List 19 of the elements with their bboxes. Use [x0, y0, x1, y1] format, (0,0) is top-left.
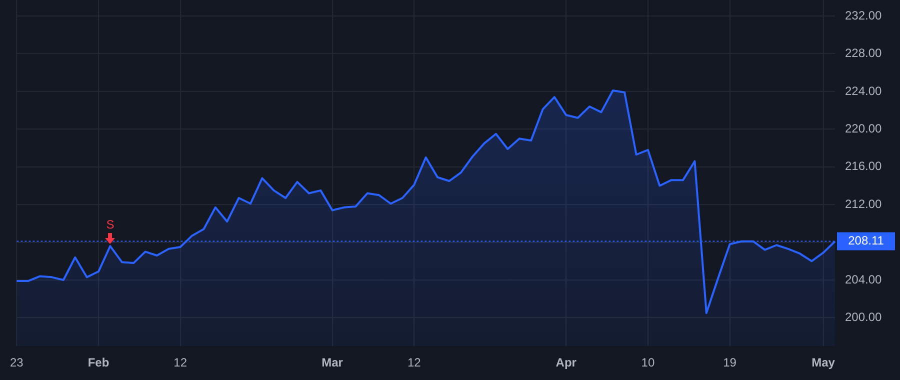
y-tick-label: 224.00: [845, 84, 882, 98]
x-tick-label: Mar: [322, 356, 344, 370]
y-tick-label: 220.00: [845, 121, 882, 136]
y-tick-label: 204.00: [845, 272, 882, 286]
x-tick-label: Apr: [556, 356, 577, 370]
x-tick-label: 23: [10, 356, 24, 370]
y-tick-label: 228.00: [845, 46, 882, 60]
y-tick-label: 212.00: [845, 196, 882, 211]
ref-line-label: 208.11: [848, 234, 884, 248]
x-tick-label: 12: [174, 356, 188, 370]
y-tick-label: 200.00: [845, 310, 882, 324]
x-tick-label: 10: [641, 356, 655, 370]
y-tick-label: 216.00: [845, 159, 882, 174]
x-tick-label: May: [812, 356, 836, 370]
x-tick-label: Feb: [88, 356, 110, 370]
y-tick-label: 232.00: [845, 8, 882, 22]
x-tick-label: 19: [723, 356, 737, 370]
x-tick-label: 12: [407, 356, 422, 370]
annotation: S: [106, 217, 114, 232]
